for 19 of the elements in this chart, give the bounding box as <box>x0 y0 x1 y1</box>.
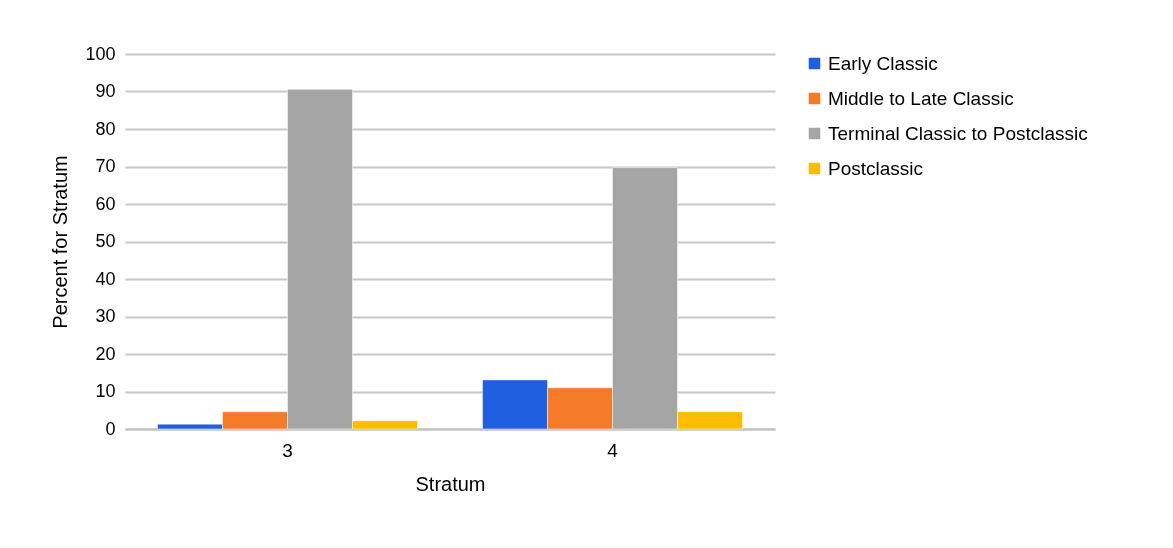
y-tick-label: 30 <box>95 306 116 326</box>
y-tick-label: 0 <box>105 418 116 439</box>
legend-label: Terminal Classic to Postclassic <box>828 122 1088 144</box>
y-tick-label: 100 <box>85 43 116 64</box>
x-axis-title: Stratum <box>415 472 486 495</box>
legend-label: Middle to Late Classic <box>828 87 1014 109</box>
y-tick-label: 70 <box>95 156 116 176</box>
y-tick-label: 90 <box>95 81 116 101</box>
y-tick-label: 40 <box>95 268 116 289</box>
y-tick-label: 50 <box>95 231 116 251</box>
y-tick-label: 80 <box>95 118 116 139</box>
x-tick-label: 3 <box>282 439 293 461</box>
x-tick-label: 4 <box>607 439 619 461</box>
y-axis-title: Percent for Stratum <box>49 155 72 329</box>
legend-label: Early Classic <box>828 52 938 74</box>
y-tick-label: 60 <box>95 193 116 214</box>
y-tick-label: 10 <box>95 381 116 401</box>
y-tick-label: 20 <box>95 343 116 364</box>
legend-label: Postclassic <box>828 157 924 179</box>
